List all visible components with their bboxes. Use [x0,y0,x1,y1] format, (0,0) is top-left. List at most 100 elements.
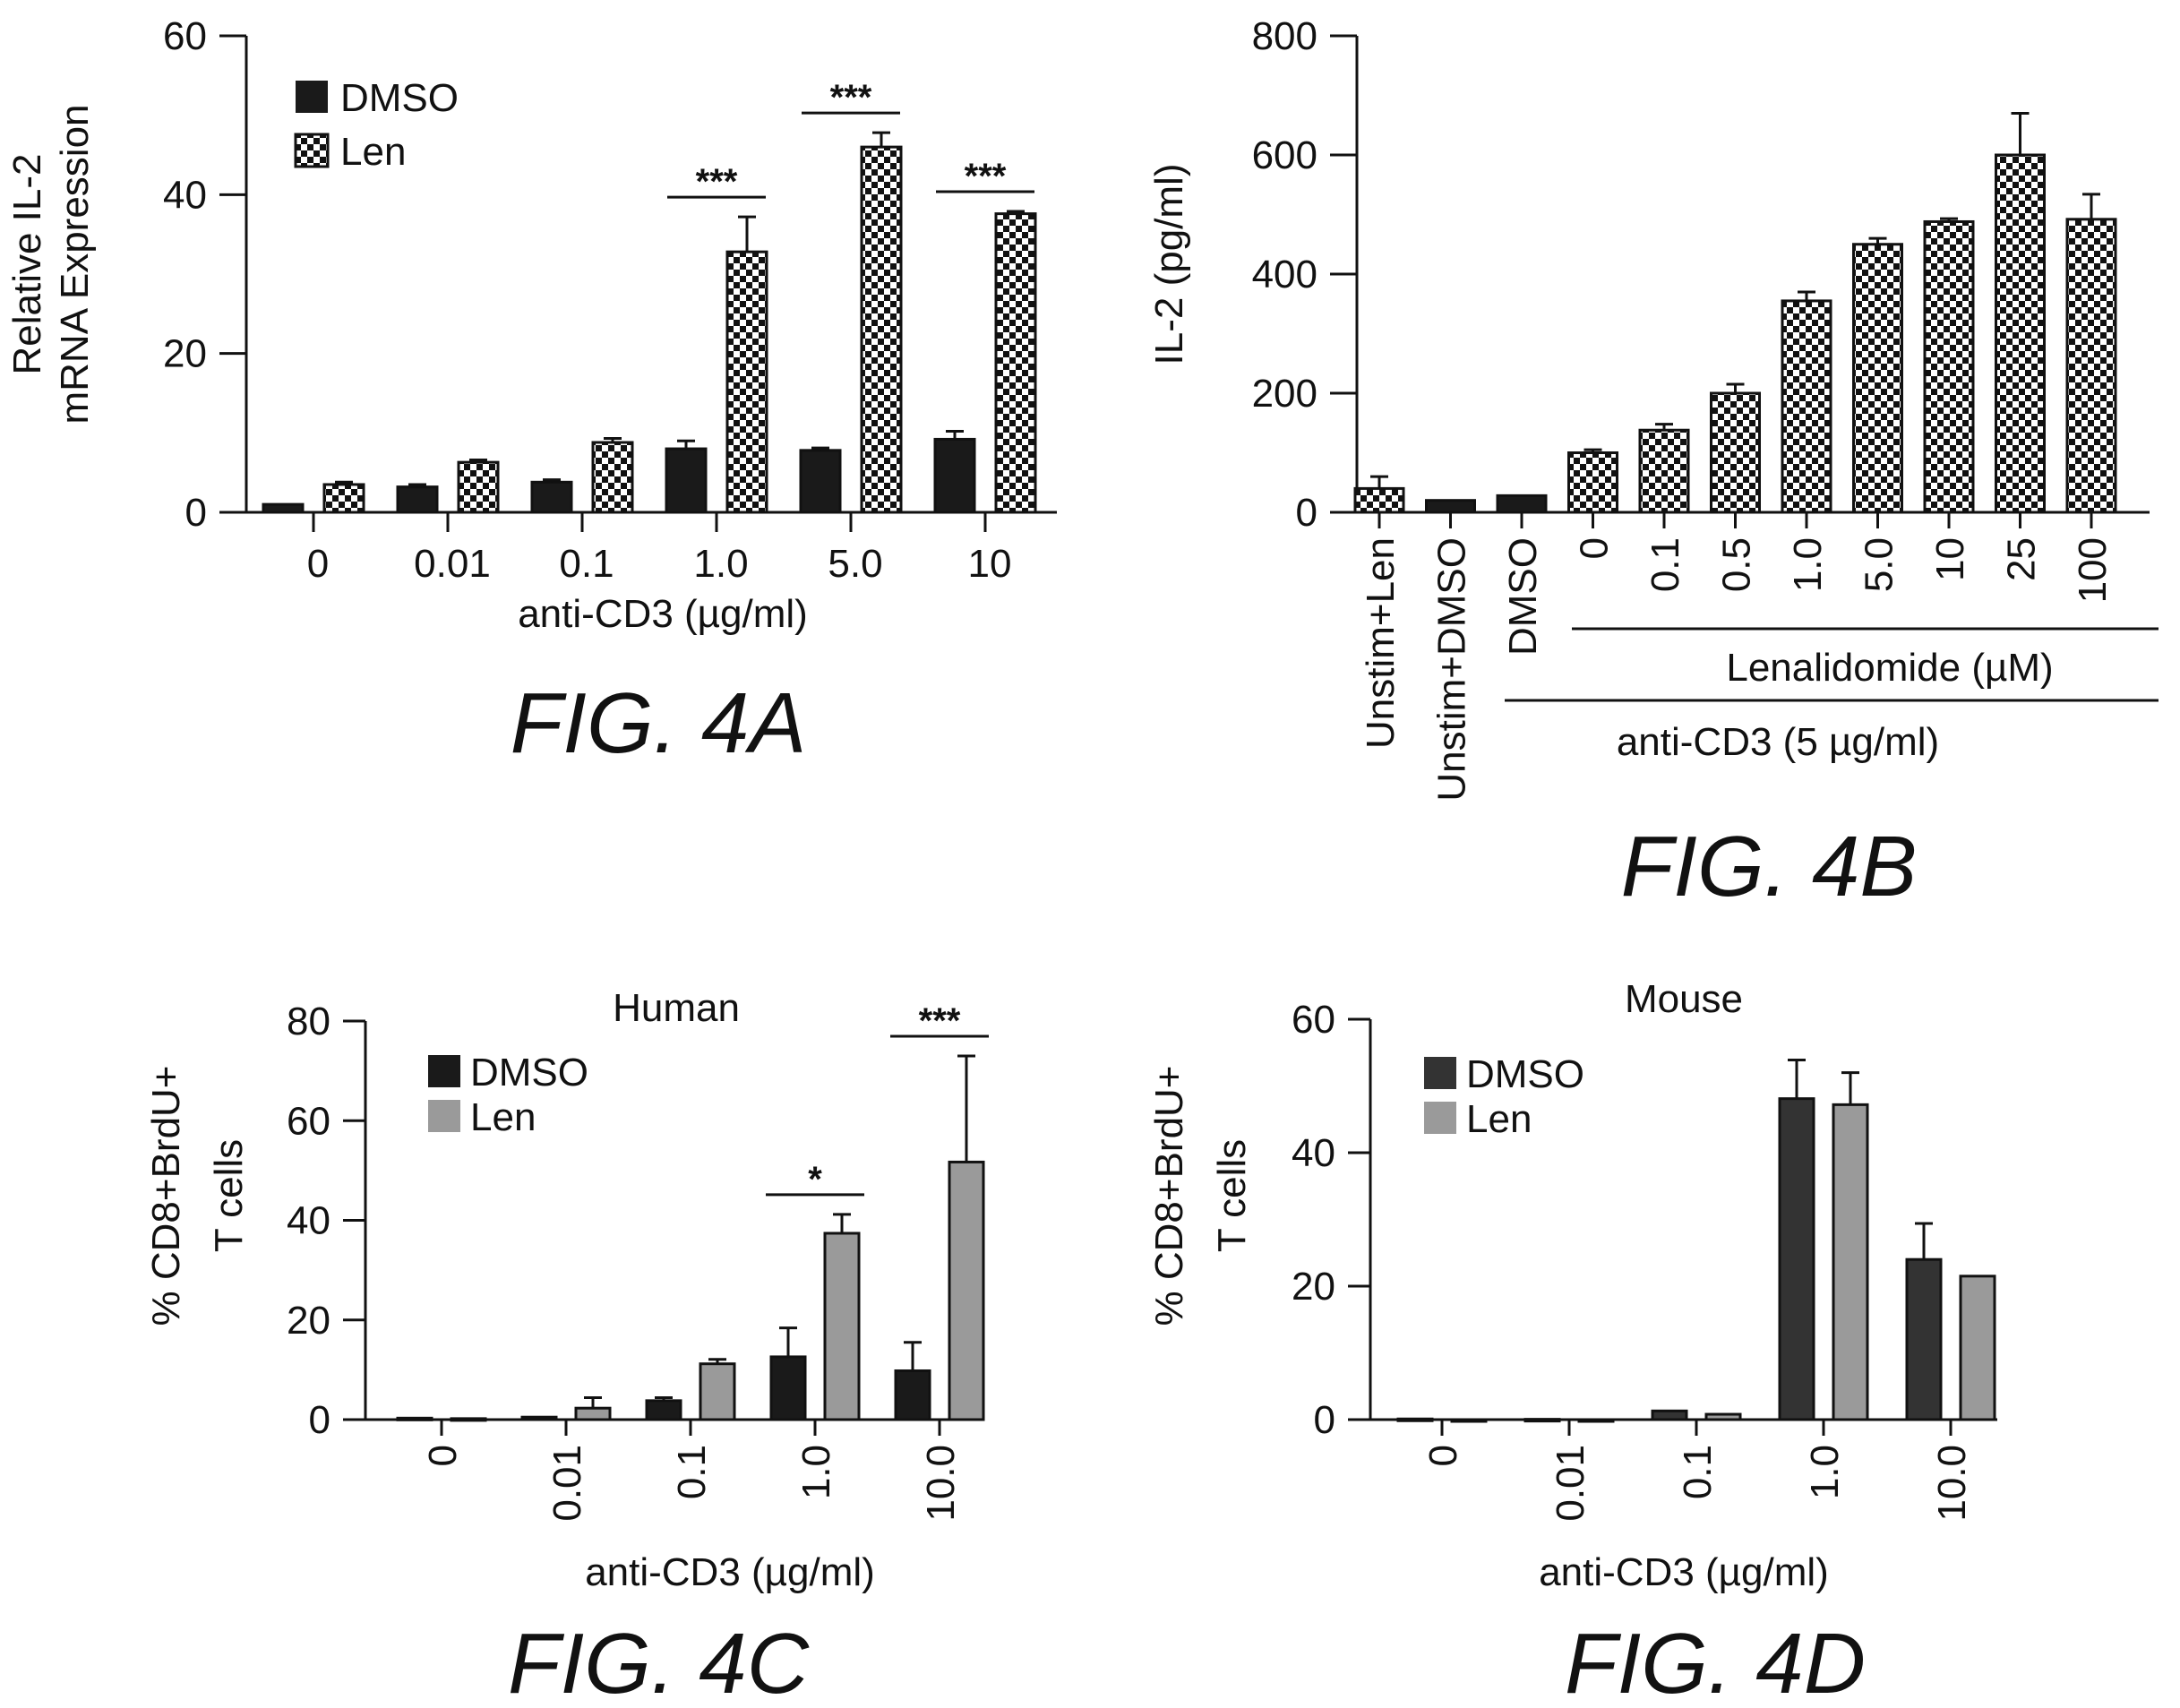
panel-4b-x-tick-label: 0.5 [1715,537,1759,592]
panel-4c-figure-label: FIG. 4C [508,1616,810,1708]
panel-4d-legend-len-swatch [1424,1102,1456,1134]
panel-4a-significance-label: *** [965,157,1007,196]
panel-4a-bar-dmso [396,485,439,514]
panel-4d-legend-dmso: DMSO [1466,1052,1584,1096]
panel-4d-legend-len: Len [1466,1097,1532,1141]
panel-4b-y-tick-label: 400 [1252,253,1317,296]
panel-4c-ylabel-line2: T cells [207,1139,251,1252]
panel-4c-x-tick-label: 10.0 [919,1445,963,1522]
panel-4b-figure-label: FIG. 4B [1621,819,1918,914]
panel-4a-x-tick-label: 1.0 [693,542,748,586]
panel-4b-bar [2065,218,2117,514]
panel-4d-title: Mouse [1625,977,1743,1021]
panel-4a-y-tick-label: 60 [163,14,207,58]
panel-4c-x-tick-label: 0.01 [545,1445,589,1522]
panel-4b-x-tick-label: 25 [2000,537,2044,581]
panel-4b-bar [1852,243,1903,514]
panel-4a-bar-len [725,250,768,514]
panel-4d-legend-dmso-swatch [1424,1057,1456,1089]
panel-4b-marks: 0 200 400 600 800 Unstim+Len Unstim+DMSO DMSO 0 0… [1252,14,2159,802]
panel-4d-x-tick-label: 0.01 [1549,1445,1592,1522]
panel-4b-bar [1923,219,1975,514]
panel-4d-ylabel-line2: T cells [1210,1139,1254,1252]
panel-4d-x-tick-label: 0 [1421,1445,1465,1466]
panel-4c-bar-len [823,1232,861,1421]
panel-4d-x-tick-label: 1.0 [1803,1445,1847,1499]
panel-4b: 0 200 400 600 800 Unstim+Len Unstim+DMSO DMSO 0 0… [1147,14,2159,914]
panel-4c-bar-dmso [645,1399,682,1421]
panel-4c-bar-dmso [396,1416,433,1421]
panel-4d-bar-dmso [1523,1418,1561,1423]
panel-4d-y-tick-label: 20 [1292,1265,1335,1309]
panel-4d-bar-dmso [1778,1097,1815,1421]
panel-4a-bar-len [860,145,903,514]
panel-4a-marks: 0 20 40 60 0 0.01 0.1 1.0 5.0 10 *** *** *** [163,14,1057,586]
panel-4b-x-tick-label: Unstim+DMSO [1430,537,1474,802]
panel-4a-bar-dmso [799,449,842,514]
panel-4a-legend-len: Len [340,130,406,174]
panel-4a-ylabel-line2: mRNA Expression [53,104,97,424]
panel-4b-y-tick-label: 800 [1252,14,1317,58]
panel-4d-marks: 0 20 40 60 0 0.01 0.1 1.0 10.0 [1292,998,1997,1522]
panel-4d-y-tick-label: 60 [1292,998,1335,1042]
panel-4a-xlabel: anti-CD3 (µg/ml) [518,592,808,636]
panel-4b-y-tick-label: 600 [1252,133,1317,177]
panel-4d-bar-len [1832,1103,1869,1421]
panel-4b-y-tick-label: 200 [1252,372,1317,416]
panel-4c-ylabel-line1: % CD8+BrdU+ [144,1065,188,1326]
panel-4c-bar-len [699,1362,736,1421]
panel-4a-bar-dmso [933,437,976,514]
panel-4d-bar-dmso [1651,1409,1688,1421]
panel-4d-figure-label: FIG. 4D [1565,1616,1866,1708]
panel-4b-x-tick-label: 0.1 [1644,537,1687,592]
panel-4c-xlabel: anti-CD3 (µg/ml) [585,1550,875,1594]
panel-4c-significance-label: *** [919,1001,961,1041]
panel-4a: 0 20 40 60 0 0.01 0.1 1.0 5.0 10 *** *** *** Relativ… [5,14,1057,771]
panel-4c-x-tick-label: 0 [421,1445,465,1466]
panel-4d-x-tick-label: 0.1 [1676,1445,1720,1499]
panel-4b-bar [1496,494,1548,514]
panel-4b-bar [1781,299,1832,514]
panel-4b-bar [1353,486,1405,514]
panel-4a-bar-len [322,483,365,514]
panel-4c-bar-len [450,1417,487,1422]
panel-4b-bar [1567,451,1618,514]
panel-4b-lenalidomide-label: Lenalidomide (µM) [1726,646,2053,690]
panel-4c-y-tick-label: 20 [287,1299,330,1343]
panel-4b-x-tick-label: DMSO [1501,537,1545,656]
panel-4d-bar-len [1959,1275,1996,1421]
panel-4c-y-tick-label: 80 [287,1000,330,1043]
panel-4a-y-tick-label: 0 [185,491,207,535]
panel-4a-bar-len [994,212,1037,514]
panel-4c-bar-dmso [894,1369,931,1421]
panel-4c-y-tick-label: 40 [287,1199,330,1243]
panel-4c-bar-len [948,1160,985,1421]
panel-4b-x-tick-label: 5.0 [1858,537,1901,592]
panel-4a-bar-len [457,460,500,514]
panel-4d-bar-len [1450,1418,1488,1423]
panel-4b-x-tick-label: Unstim+Len [1359,537,1403,749]
panel-4c-title: Human [613,986,740,1030]
panel-4d-bar-len [1704,1412,1742,1421]
panel-4d-y-tick-label: 40 [1292,1131,1335,1175]
panel-4b-bar [1638,428,1690,514]
panel-4d: 0 20 40 60 0 0.01 0.1 1.0 10.0 Mouse % CD8+BrdU+… [1147,977,1997,1708]
panel-4a-significance-label: *** [830,78,872,117]
panel-4a-bar-dmso [530,480,573,514]
panel-4c-legend-len: Len [470,1095,536,1139]
panel-4c-legend-dmso: DMSO [470,1051,588,1094]
panel-4b-y-tick-label: 0 [1296,491,1317,535]
panel-4b-bar [1425,499,1476,514]
panel-4c-y-tick-label: 60 [287,1099,330,1143]
panel-4c-bar-len [574,1406,612,1421]
panel-4c-x-tick-label: 0.1 [670,1445,714,1499]
panel-4a-y-tick-label: 20 [163,332,207,376]
panel-4d-x-tick-label: 10.0 [1930,1445,1974,1522]
panel-4b-bar [1710,391,1761,514]
panel-4d-bar-dmso [1905,1257,1943,1421]
panel-4b-x-tick-label: 100 [2071,537,2115,603]
panel-4a-bar-dmso [262,502,305,514]
panel-4a-x-tick-label: 0.1 [559,542,614,586]
